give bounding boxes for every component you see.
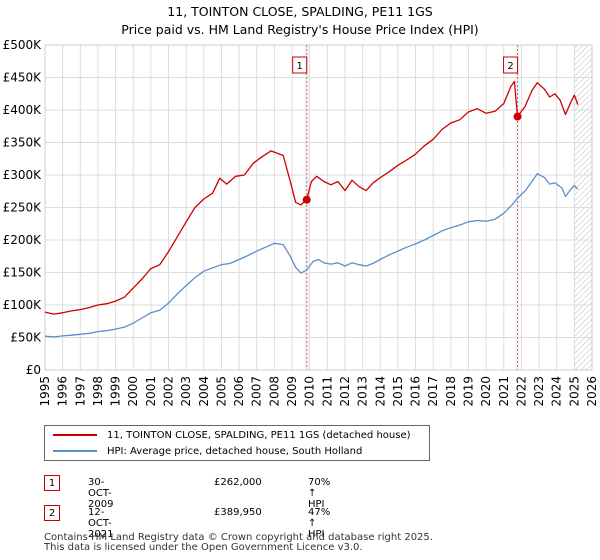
x-tick-label: 2014 — [373, 376, 387, 407]
x-tick-label: 2020 — [479, 376, 493, 407]
x-tick-label: 2006 — [232, 376, 246, 407]
chart-title: 11, TOINTON CLOSE, SPALDING, PE11 1GS — [167, 4, 432, 19]
y-tick-label: £350K — [3, 136, 43, 150]
y-tick-label: £400K — [3, 103, 43, 117]
sale-highlight-band — [515, 45, 520, 370]
footer-copyright: Contains HM Land Registry data © Crown c… — [44, 532, 433, 543]
sale-marker-label: 1 — [296, 61, 302, 72]
x-tick-label: 1995 — [38, 376, 52, 407]
sale-highlight-band — [304, 45, 309, 370]
x-tick-label: 2000 — [126, 376, 140, 407]
x-tick-label: 2024 — [550, 376, 564, 407]
x-tick-label: 1996 — [56, 376, 70, 407]
legend-blue-line-icon — [53, 450, 97, 452]
property-price-line — [44, 80, 579, 315]
x-tick-label: 2017 — [426, 376, 440, 407]
y-tick-label: £450K — [3, 71, 43, 85]
y-tick-label: £250K — [3, 201, 43, 215]
y-tick-label: £300K — [3, 168, 43, 182]
x-tick-label: 2019 — [461, 376, 475, 407]
x-tick-label: 2001 — [144, 376, 158, 407]
price-chart: 11, TOINTON CLOSE, SPALDING, PE11 1GS Pr… — [3, 4, 599, 407]
y-tick-label: £50K — [10, 331, 42, 345]
x-tick-label: 2021 — [497, 376, 511, 407]
sale-hpi-change: 70% ↑ HPI — [308, 477, 331, 510]
y-tick-label: £0 — [26, 363, 41, 377]
legend-hpi-label: HPI: Average price, detached house, Sout… — [107, 446, 363, 457]
y-tick-label: £150K — [3, 266, 43, 280]
sale-price: £389,950 — [214, 507, 262, 518]
x-tick-label: 2005 — [214, 376, 228, 407]
sale-point-dot — [513, 112, 522, 121]
x-tick-label: 2008 — [267, 376, 281, 407]
x-tick-label: 2022 — [514, 376, 528, 407]
legend-item-property: 11, TOINTON CLOSE, SPALDING, PE11 1GS (d… — [53, 428, 411, 444]
x-tick-label: 2026 — [585, 376, 599, 407]
x-tick-label: 2025 — [567, 376, 581, 407]
legend-property-label: 11, TOINTON CLOSE, SPALDING, PE11 1GS (d… — [107, 430, 411, 441]
x-tick-label: 2013 — [356, 376, 370, 407]
sale-marker-badge — [503, 56, 519, 74]
x-tick-label: 1997 — [73, 376, 87, 407]
x-tick-label: 2002 — [162, 376, 176, 407]
chart-subtitle: Price paid vs. HM Land Registry's House … — [121, 22, 478, 37]
y-tick-label: £100K — [3, 298, 43, 312]
sale-point-dot — [302, 195, 311, 204]
x-tick-label: 1999 — [109, 376, 123, 407]
legend-red-line-icon — [53, 434, 97, 436]
hpi-line — [44, 173, 579, 338]
sale-hpi-change: 47% ↑ HPI — [308, 507, 331, 540]
x-tick-label: 2007 — [250, 376, 264, 407]
footer: Contains HM Land Registry data © Crown c… — [44, 533, 433, 553]
x-tick-label: 2009 — [285, 376, 299, 407]
sale-marker-label: 2 — [507, 61, 513, 72]
sale-number-badge: 1 — [44, 475, 60, 491]
x-tick-label: 1998 — [91, 376, 105, 407]
x-tick-label: 2004 — [197, 376, 211, 407]
x-tick-label: 2018 — [444, 376, 458, 407]
sale-number-badge: 2 — [44, 505, 60, 521]
plot-border — [44, 44, 593, 371]
footer-licence: This data is licensed under the Open Gov… — [44, 542, 363, 553]
x-tick-label: 2010 — [303, 376, 317, 407]
y-tick-label: £200K — [3, 233, 43, 247]
x-tick-label: 2011 — [320, 376, 334, 407]
sale-marker-badge — [292, 56, 308, 74]
sale-price: £262,000 — [214, 477, 262, 488]
x-tick-label: 2015 — [391, 376, 405, 407]
sale-date: 30-OCT-2009 — [88, 477, 114, 510]
legend: 11, TOINTON CLOSE, SPALDING, PE11 1GS (d… — [44, 425, 430, 461]
sale-date: 12-OCT-2021 — [88, 507, 114, 540]
x-tick-label: 2003 — [179, 376, 193, 407]
y-tick-label: £500K — [3, 38, 43, 52]
x-tick-label: 2023 — [532, 376, 546, 407]
x-tick-label: 2016 — [409, 376, 423, 407]
x-tick-label: 2012 — [338, 376, 352, 407]
legend-item-hpi: HPI: Average price, detached house, Sout… — [53, 444, 362, 460]
